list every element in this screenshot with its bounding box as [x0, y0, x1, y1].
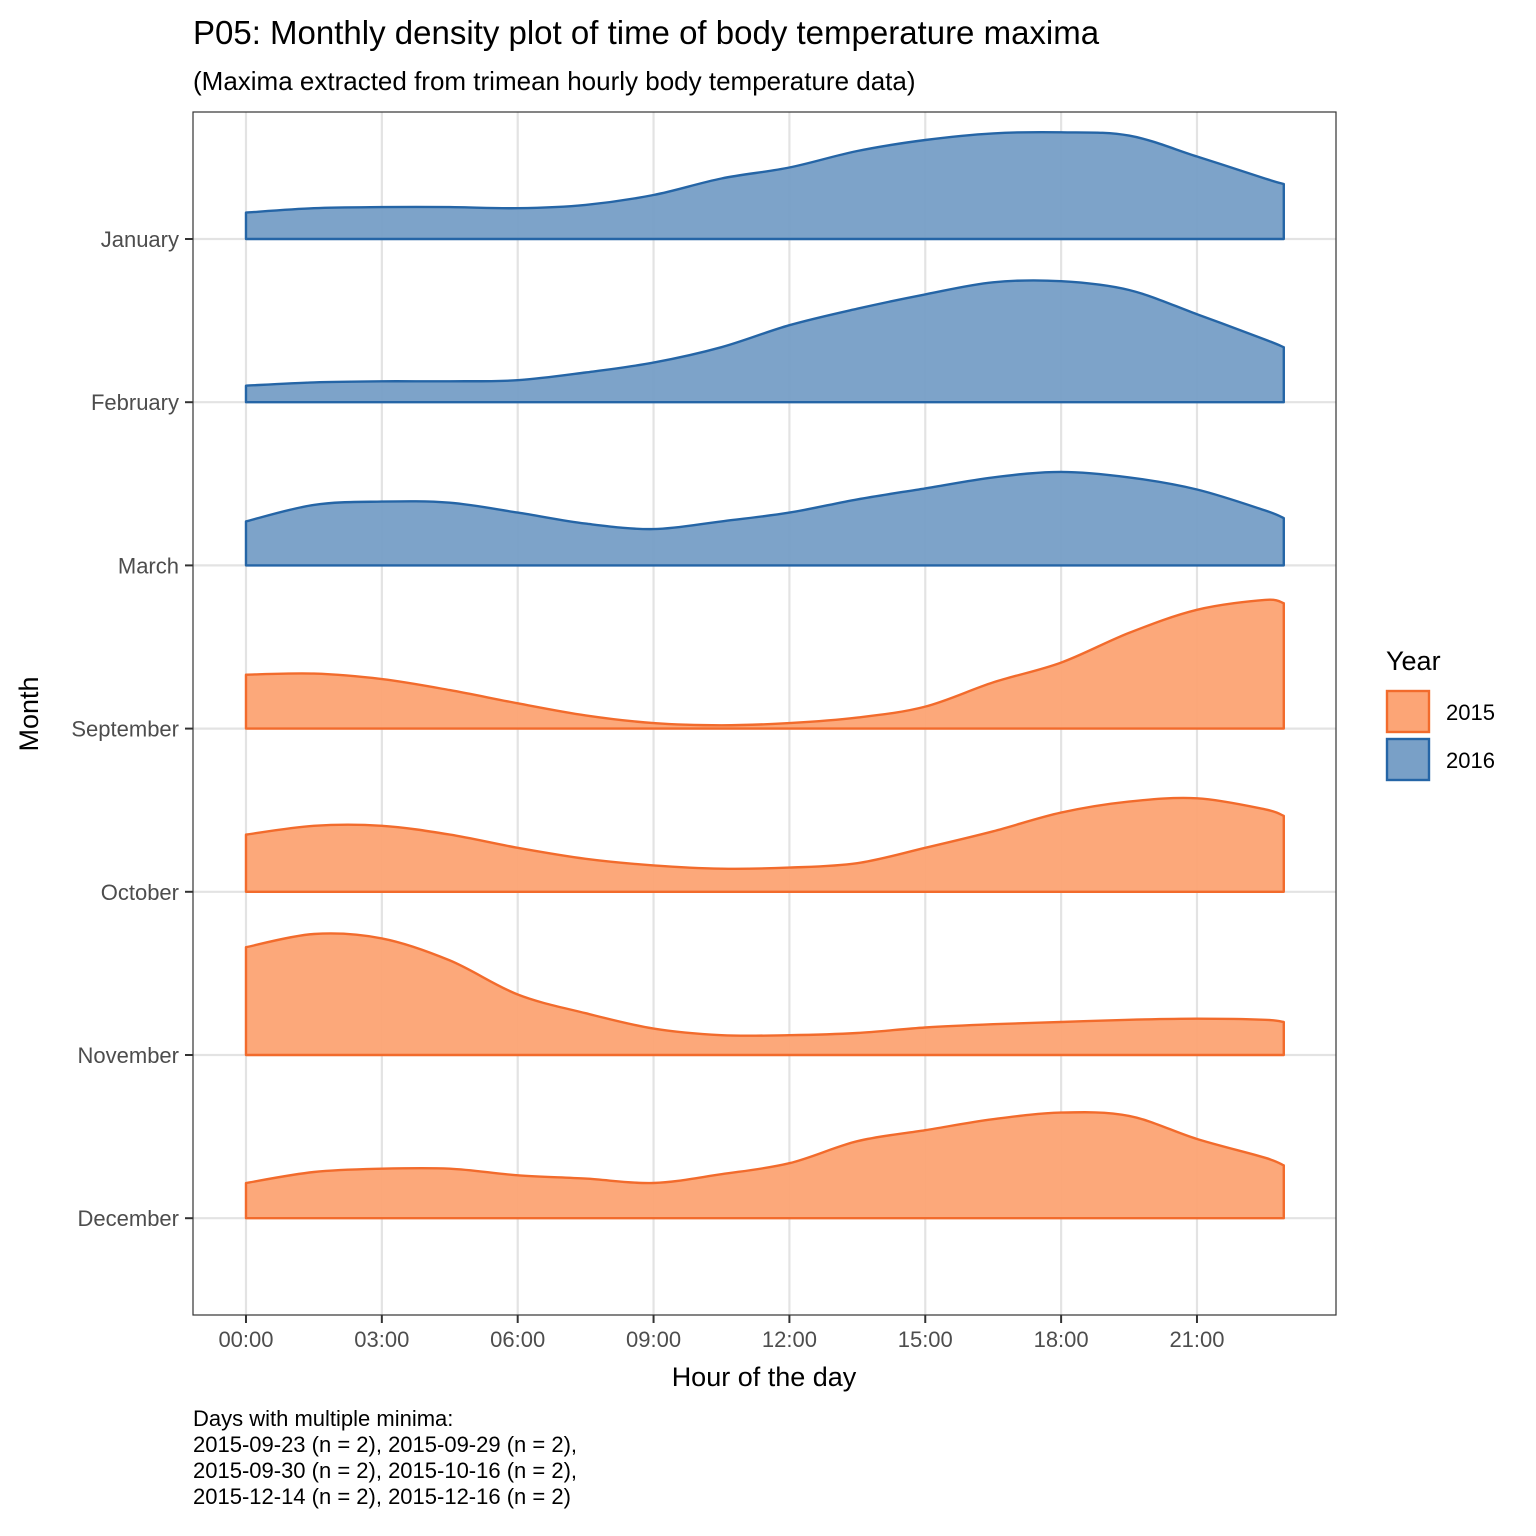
- ridge-february: [244, 279, 1285, 404]
- ridges: [244, 130, 1285, 1220]
- y-tick-label: March: [118, 553, 179, 578]
- ridge-december: [244, 1111, 1285, 1220]
- caption-line: 2015-09-23 (n = 2), 2015-09-29 (n = 2),: [193, 1432, 578, 1457]
- legend-label: 2015: [1446, 700, 1495, 725]
- y-tick-label: February: [91, 390, 179, 415]
- y-tick-label: November: [78, 1043, 179, 1068]
- x-tick-label: 15:00: [898, 1327, 953, 1352]
- x-tick-label: 21:00: [1169, 1327, 1224, 1352]
- caption-line: 2015-12-14 (n = 2), 2015-12-16 (n = 2): [193, 1484, 571, 1509]
- x-tick-label: 03:00: [354, 1327, 409, 1352]
- y-tick-label: December: [78, 1206, 179, 1231]
- x-tick-label: 06:00: [490, 1327, 545, 1352]
- caption-line: Days with multiple minima:: [193, 1406, 454, 1431]
- legend-key-2016: [1385, 737, 1431, 782]
- ridge-september: [244, 598, 1285, 730]
- y-tick-label: September: [71, 717, 179, 742]
- legend: Year 2015 2016: [1385, 646, 1495, 782]
- x-tick-label: 18:00: [1034, 1327, 1089, 1352]
- ridge-march: [244, 470, 1285, 567]
- y-axis: January February March September October Nove…: [71, 227, 193, 1231]
- x-tick-label: 12:00: [762, 1327, 817, 1352]
- plot-panel-border: [192, 111, 1337, 1316]
- ridge-october: [244, 796, 1285, 893]
- legend-label: 2016: [1446, 748, 1495, 773]
- x-axis-title: Hour of the day: [672, 1362, 857, 1392]
- caption-line: 2015-09-30 (n = 2), 2015-10-16 (n = 2),: [193, 1458, 578, 1483]
- y-axis-title: Month: [14, 676, 44, 751]
- y-tick-label: October: [101, 880, 179, 905]
- legend-title: Year: [1386, 646, 1441, 676]
- x-tick-label: 09:00: [626, 1327, 681, 1352]
- ridge-november: [244, 932, 1285, 1057]
- ridge-january: [244, 130, 1285, 241]
- legend-key-2015: [1385, 689, 1431, 734]
- x-axis: 00:00 03:00 06:00 09:00 12:00 15:00 18:00 21:00: [218, 1315, 1225, 1352]
- chart-title: P05: Monthly density plot of time of bod…: [193, 14, 1100, 51]
- y-tick-label: January: [101, 227, 179, 252]
- caption: Days with multiple minima: 2015-09-23 (n…: [193, 1406, 577, 1510]
- chart-subtitle: (Maxima extracted from trimean hourly bo…: [193, 66, 916, 96]
- x-tick-label: 00:00: [218, 1327, 273, 1352]
